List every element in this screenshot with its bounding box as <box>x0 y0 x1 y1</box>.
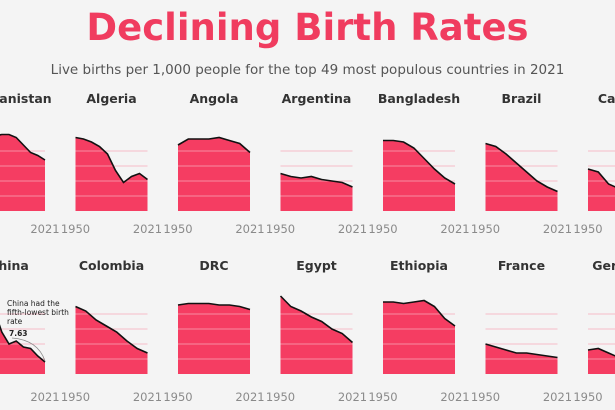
x-start-label: 1950 <box>368 390 397 404</box>
area-fill <box>0 326 45 374</box>
annotation-text: China had the <box>7 299 60 308</box>
panel-canada: Canada19502021 <box>573 91 615 236</box>
panel-colombia: Colombia 1950 2021 <box>61 258 162 404</box>
country-label: DRC <box>199 258 228 273</box>
area-fill <box>280 173 353 211</box>
area-fill <box>485 143 558 211</box>
panel-algeria: Algeria 1950 2021 <box>61 91 162 236</box>
country-label: Bangladesh <box>378 91 460 106</box>
area-fill <box>383 300 455 374</box>
area-fill <box>383 140 455 211</box>
series-line <box>383 299 456 327</box>
area-fill <box>280 296 353 374</box>
panel-china: China19502021 <box>0 258 60 404</box>
x-start-label: 1950 <box>573 222 602 236</box>
country-label: Afghanistan <box>0 91 52 106</box>
series-line <box>0 324 46 363</box>
area-fill <box>178 303 250 374</box>
country-label: Argentina <box>282 91 352 106</box>
series-line <box>177 136 251 154</box>
x-end-label: 2021 <box>235 390 264 404</box>
x-end-label: 2021 <box>30 390 59 404</box>
panel-angola: Angola 1950 2021 <box>163 91 264 236</box>
x-end-label: 2021 <box>338 222 367 236</box>
x-end-label: 2021 <box>133 222 162 236</box>
x-end-label: 2021 <box>338 390 367 404</box>
x-end-label: 2021 <box>440 222 469 236</box>
panel-france: France 1950 2021 <box>471 258 572 404</box>
series-line <box>485 142 558 193</box>
panel-argentina: Argentina 1950 2021 <box>266 91 367 236</box>
area-fill <box>75 306 148 374</box>
annotation-text: rate <box>7 317 23 326</box>
country-label: Angola <box>190 91 239 106</box>
country-label: Germany <box>592 258 615 273</box>
panel-brazil: Brazil 1950 2021 <box>471 91 572 236</box>
x-start-label: 1950 <box>573 390 602 404</box>
series-line <box>485 343 558 359</box>
x-end-label: 2021 <box>543 390 572 404</box>
x-start-label: 1950 <box>266 390 295 404</box>
area-fill <box>178 137 250 211</box>
area-fill <box>75 137 148 211</box>
series-line <box>280 172 353 188</box>
country-label: Algeria <box>86 91 136 106</box>
country-label: France <box>498 258 545 273</box>
series-line <box>75 136 148 184</box>
chart-title: Declining Birth Rates <box>86 6 529 49</box>
x-start-label: 1950 <box>471 390 500 404</box>
x-end-label: 2021 <box>235 222 264 236</box>
annotation-leader <box>11 337 46 362</box>
country-label: Canada <box>598 91 615 106</box>
panel-ethiopia: Ethiopia 1950 2021 <box>368 258 469 404</box>
area-fill <box>588 348 615 374</box>
annotation-text: fifth-lowest birth <box>7 308 69 317</box>
x-end-label: 2021 <box>543 222 572 236</box>
annotation-value: 7.63 <box>9 329 28 338</box>
x-end-label: 2021 <box>133 390 162 404</box>
panel-egypt: Egypt 1950 2021 <box>266 258 367 404</box>
x-start-label: 1950 <box>368 222 397 236</box>
x-start-label: 1950 <box>471 222 500 236</box>
x-start-label: 1950 <box>61 222 90 236</box>
area-fill <box>588 169 615 211</box>
series-line <box>0 133 46 161</box>
x-end-label: 2021 <box>30 222 59 236</box>
country-label: China <box>0 258 29 273</box>
panel-germany: Germany19502021 <box>573 258 615 404</box>
panel-bangladesh: Bangladesh 1950 2021 <box>368 91 469 236</box>
series-line <box>279 295 354 344</box>
country-label: Brazil <box>502 91 542 106</box>
country-label: Colombia <box>79 258 144 273</box>
panel-afghanistan: Afghanistan19502021 <box>0 91 60 236</box>
series-line <box>75 305 148 354</box>
country-label: Egypt <box>296 258 337 273</box>
panel-drc: DRC 1950 2021 <box>163 258 264 404</box>
series-line <box>177 302 251 311</box>
series-line <box>383 139 456 185</box>
series-line <box>587 168 615 188</box>
x-start-label: 1950 <box>266 222 295 236</box>
x-start-label: 1950 <box>61 390 90 404</box>
x-end-label: 2021 <box>440 390 469 404</box>
series-line <box>587 347 615 357</box>
x-start-label: 1950 <box>163 222 192 236</box>
country-label: Ethiopia <box>390 258 448 273</box>
area-fill <box>0 134 45 211</box>
x-start-label: 1950 <box>163 390 192 404</box>
chart-subtitle: Live births per 1,000 people for the top… <box>50 62 565 78</box>
